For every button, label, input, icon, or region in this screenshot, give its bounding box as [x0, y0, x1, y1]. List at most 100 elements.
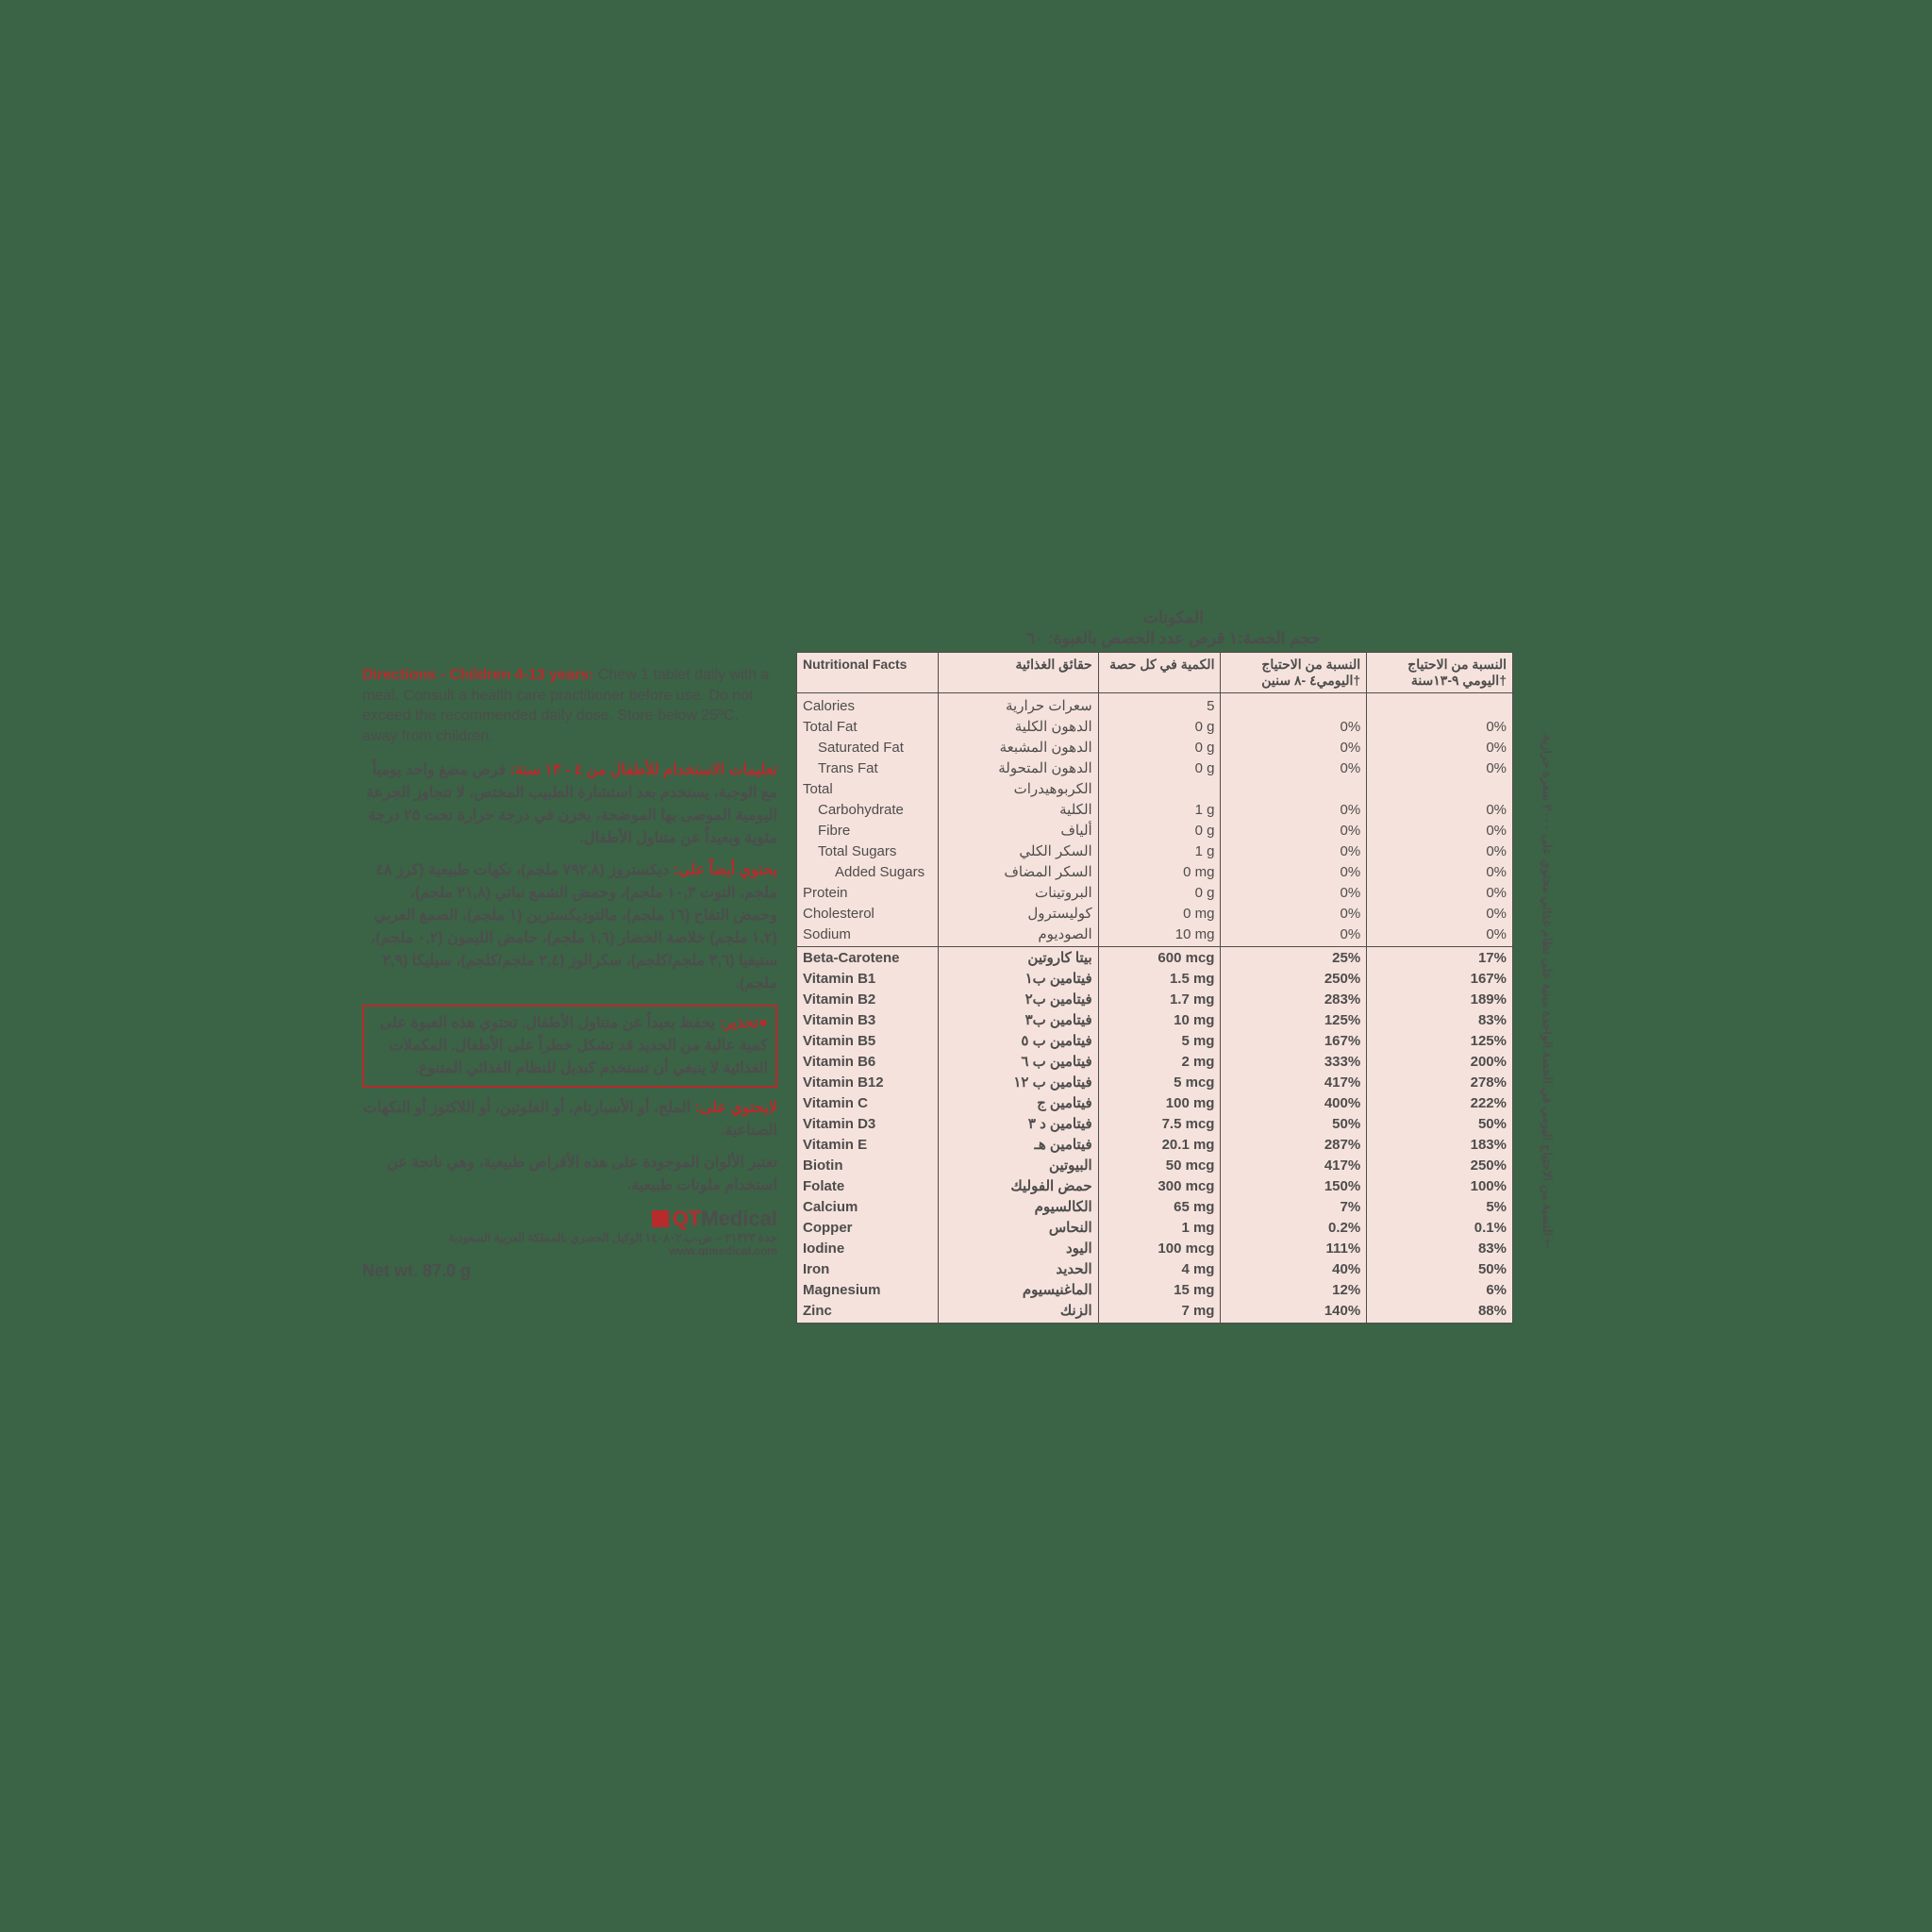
cell-ar: فيتامين ب٣	[938, 1009, 1098, 1030]
cell-amount: 4 mg	[1098, 1258, 1221, 1279]
cell-amount: 20.1 mg	[1098, 1134, 1221, 1155]
cell-dv2: 0%	[1367, 820, 1513, 841]
cell-en: Added Sugars	[797, 861, 939, 882]
cell-dv1: 7%	[1221, 1196, 1367, 1217]
directions-ar-heading: تعليمات الاستخدام للأطفال من ٤ - ١٣ سنة:	[510, 762, 777, 778]
cell-ar: فيتامين د ٣	[938, 1113, 1098, 1134]
cell-amount: 0 mg	[1098, 903, 1221, 924]
cell-en: Trans Fat	[797, 758, 939, 778]
warning-box: ●تحذير: يحفظ بعيداً عن متناول الأطفال. ت…	[362, 1005, 777, 1088]
table-row: Proteinالبروتينات0 g0%0%	[797, 882, 1513, 903]
table-row: Vitamin B3فيتامين ب٣10 mg125%83%	[797, 1009, 1513, 1030]
cell-amount: 50 mcg	[1098, 1155, 1221, 1175]
cell-en: Vitamin B6	[797, 1051, 939, 1072]
cell-en: Vitamin B1	[797, 968, 939, 989]
colors-note-ar: تعتبر الألوان الموجودة على هذه الأقراص ط…	[362, 1152, 777, 1197]
cell-ar: الزنك	[938, 1300, 1098, 1324]
cell-dv1: 50%	[1221, 1113, 1367, 1134]
cell-ar: الحديد	[938, 1258, 1098, 1279]
cell-amount: 10 mg	[1098, 1009, 1221, 1030]
cell-dv2: 0%	[1367, 716, 1513, 737]
logo-rest: Medical	[701, 1207, 777, 1230]
table-row: Total Fatالدهون الكلية0 g0%0%	[797, 716, 1513, 737]
table-section-macros: Caloriesسعرات حرارية5Total Fatالدهون الك…	[797, 693, 1513, 947]
table-row: Sodiumالصوديوم10 mg0%0%	[797, 924, 1513, 947]
cell-dv2: 100%	[1367, 1175, 1513, 1196]
cell-ar: سعرات حرارية	[938, 693, 1098, 717]
cell-amount: 10 mg	[1098, 924, 1221, 947]
left-column: Directions - Children 4-13 years: Chew 1…	[362, 608, 777, 1324]
table-row: Zincالزنك7 mg140%88%	[797, 1300, 1513, 1324]
cell-en: Folate	[797, 1175, 939, 1196]
cell-en: Fibre	[797, 820, 939, 841]
cell-dv1: 111%	[1221, 1238, 1367, 1258]
cell-ar: الدهون الكلية	[938, 716, 1098, 737]
cell-ar: فيتامين ب ١٢	[938, 1072, 1098, 1092]
th-dv-4-8: النسبة من الاحتياج اليومي٤ -٨ سنين†	[1221, 653, 1367, 693]
cell-dv2: 222%	[1367, 1092, 1513, 1113]
table-row: Biotinالبيوتين50 mcg417%250%	[797, 1155, 1513, 1175]
cell-ar: البروتينات	[938, 882, 1098, 903]
cell-dv2: 50%	[1367, 1258, 1513, 1279]
cell-dv2: 6%	[1367, 1279, 1513, 1300]
table-row: Saturated Fatالدهون المشبعة0 g0%0%	[797, 737, 1513, 758]
cell-amount: 5 mg	[1098, 1030, 1221, 1051]
cell-dv2: 278%	[1367, 1072, 1513, 1092]
cell-dv1: 0%	[1221, 882, 1367, 903]
cell-amount: 15 mg	[1098, 1279, 1221, 1300]
cell-en: Vitamin E	[797, 1134, 939, 1155]
cell-amount: 0 g	[1098, 758, 1221, 778]
table-row: Vitamin B5فيتامين ب ٥5 mg167%125%	[797, 1030, 1513, 1051]
table-row: Fibreألياف0 g0%0%	[797, 820, 1513, 841]
table-row: Copperالنحاس1 mg0.2%0.1%	[797, 1217, 1513, 1238]
cell-dv2: 83%	[1367, 1238, 1513, 1258]
cell-en: Iron	[797, 1258, 939, 1279]
table-row: Magnesiumالماغنيسيوم15 mg12%6%	[797, 1279, 1513, 1300]
cell-en: Iodine	[797, 1238, 939, 1258]
cell-dv2: 183%	[1367, 1134, 1513, 1155]
ingredients-ar: يحتوي أيضاً على: ديكستروز (٧٩٢,٨ ملجم)، …	[362, 859, 777, 995]
cell-amount: 0 mg	[1098, 861, 1221, 882]
ingredients-ar-heading: يحتوي أيضاً على:	[674, 862, 777, 878]
th-facts-en: Nutritional Facts	[797, 653, 939, 693]
cell-ar: السكر الكلي	[938, 841, 1098, 861]
cell-amount: 7.5 mcg	[1098, 1113, 1221, 1134]
cell-amount: 0 g	[1098, 882, 1221, 903]
table-row: Cholesterolكوليسترول0 mg0%0%	[797, 903, 1513, 924]
cell-dv1: 150%	[1221, 1175, 1367, 1196]
cell-dv2: 0%	[1367, 758, 1513, 778]
cell-dv2: 0%	[1367, 924, 1513, 947]
table-row: Calciumالكالسيوم65 mg7%5%	[797, 1196, 1513, 1217]
cell-dv2	[1367, 778, 1513, 799]
cell-dv1: 40%	[1221, 1258, 1367, 1279]
cell-en: Biotin	[797, 1155, 939, 1175]
logo-prefix: QT	[673, 1207, 702, 1230]
cell-en: Total Sugars	[797, 841, 939, 861]
cell-en: Zinc	[797, 1300, 939, 1324]
cell-dv2: 0%	[1367, 882, 1513, 903]
table-row: Added Sugarsالسكر المضاف0 mg0%0%	[797, 861, 1513, 882]
cell-amount: 0 g	[1098, 737, 1221, 758]
cell-en: Sodium	[797, 924, 939, 947]
cell-dv1: 400%	[1221, 1092, 1367, 1113]
cell-dv1: 0%	[1221, 799, 1367, 820]
cell-ar: حمض الفوليك	[938, 1175, 1098, 1196]
cell-dv1	[1221, 693, 1367, 717]
right-column: المكونات حجم الحصة:١ قرص عدد الحصص بالعب…	[796, 608, 1551, 1324]
cell-dv2: 83%	[1367, 1009, 1513, 1030]
cell-ar: الكلية	[938, 799, 1098, 820]
cell-ar: فيتامين ب١	[938, 968, 1098, 989]
table-row: Caloriesسعرات حرارية5	[797, 693, 1513, 717]
cell-ar: النحاس	[938, 1217, 1098, 1238]
cell-amount: 100 mg	[1098, 1092, 1221, 1113]
cell-en: Total Fat	[797, 716, 939, 737]
table-row: Vitamin Cفيتامين ج100 mg400%222%	[797, 1092, 1513, 1113]
cell-dv2: 189%	[1367, 989, 1513, 1009]
cell-en: Beta-Carotene	[797, 947, 939, 969]
cell-dv1: 0.2%	[1221, 1217, 1367, 1238]
cell-dv1	[1221, 778, 1367, 799]
cell-dv1: 0%	[1221, 861, 1367, 882]
warning-body: يحفظ بعيداً عن متناول الأطفال. تحتوي هذه…	[380, 1015, 768, 1076]
th-dv-9-13: النسبة من الاحتياج اليومي ٩-١٣سنة†	[1367, 653, 1513, 693]
cell-dv2: 167%	[1367, 968, 1513, 989]
